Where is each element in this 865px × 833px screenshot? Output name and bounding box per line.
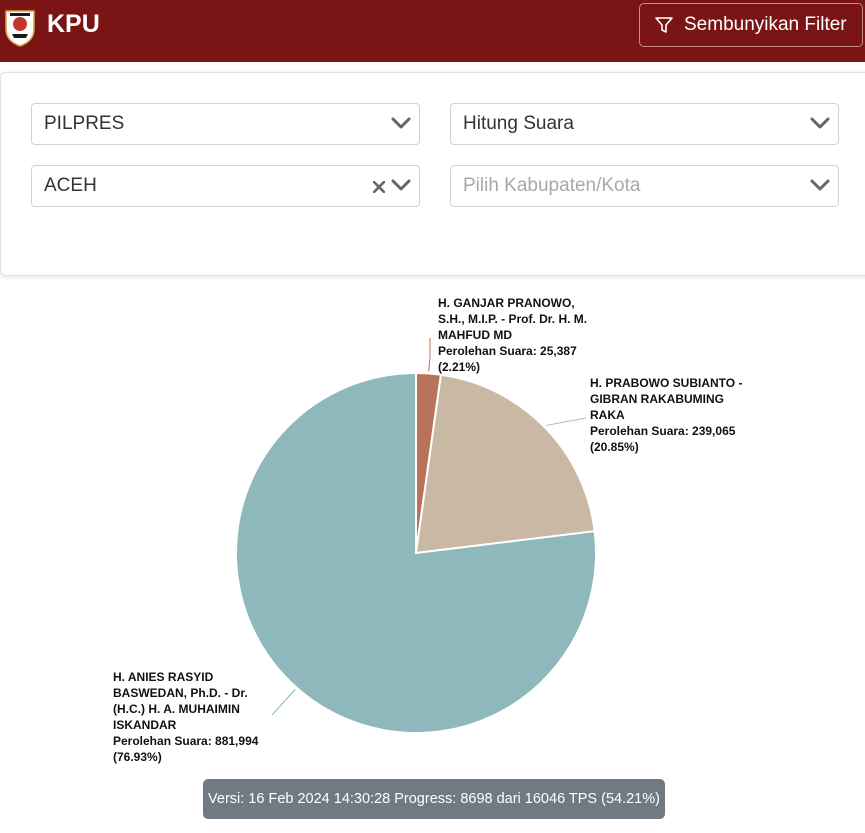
hide-filter-button[interactable]: Sembunyikan Filter <box>639 3 863 47</box>
brand-title: KPU <box>47 10 100 38</box>
view-mode-select[interactable]: Hitung Suara <box>450 103 839 145</box>
filter-panel: PILPRES Hitung Suara ACEH Pilih Kabupate… <box>0 72 865 276</box>
election-type-select[interactable]: PILPRES <box>31 103 420 145</box>
chevron-down-icon <box>391 179 411 191</box>
slice-percent: (2.21%) <box>438 360 481 374</box>
slice-name-line: H. ANIES RASYID <box>113 670 214 684</box>
slice-label-prabowo: H. PRABOWO SUBIANTO - GIBRAN RAKABUMING … <box>590 375 742 455</box>
province-value: ACEH <box>44 175 97 196</box>
slice-label-anies: H. ANIES RASYID BASWEDAN, Ph.D. - Dr. (H… <box>113 669 258 765</box>
kpu-logo-icon <box>2 7 38 47</box>
pie-slice-prabowo[interactable] <box>414 373 596 555</box>
slice-name-line: GIBRAN RAKABUMING <box>590 392 724 406</box>
slice-label-ganjar: H. GANJAR PRANOWO, S.H., M.I.P. - Prof. … <box>438 295 587 375</box>
district-select[interactable]: Pilih Kabupaten/Kota <box>450 165 839 207</box>
chevron-down-icon <box>810 179 830 191</box>
chevron-down-icon <box>391 117 411 129</box>
clear-icon[interactable] <box>372 179 386 195</box>
vote-pie-chart <box>235 338 597 734</box>
pie-slice-anies[interactable] <box>235 371 597 734</box>
slice-name-line: (H.C.) H. A. MUHAIMIN <box>113 702 240 716</box>
slice-name-line: ISKANDAR <box>113 718 177 732</box>
slice-name-line: S.H., M.I.P. - Prof. Dr. H. M. <box>438 312 588 326</box>
chevron-down-icon <box>810 117 830 129</box>
slice-name-line: BASWEDAN, Ph.D. - Dr. <box>113 686 248 700</box>
filter-icon <box>655 17 673 33</box>
district-placeholder: Pilih Kabupaten/Kota <box>463 175 641 196</box>
top-bar: KPU Sembunyikan Filter <box>0 0 865 62</box>
province-select[interactable]: ACEH <box>31 165 420 207</box>
slice-votes: Perolehan Suara: 25,387 <box>438 344 577 358</box>
slice-name-line: RAKA <box>590 408 625 422</box>
view-mode-value: Hitung Suara <box>463 113 574 134</box>
slice-votes: Perolehan Suara: 881,994 <box>113 734 259 748</box>
leader-line <box>428 338 431 372</box>
slice-name-line: H. PRABOWO SUBIANTO - <box>590 376 743 390</box>
slice-votes: Perolehan Suara: 239,065 <box>590 424 736 438</box>
hide-filter-label: Sembunyikan Filter <box>684 14 847 35</box>
leader-line <box>545 417 587 426</box>
version-progress-badge: Versi: 16 Feb 2024 14:30:28 Progress: 86… <box>203 779 665 819</box>
leader-line <box>271 688 296 716</box>
slice-percent: (20.85%) <box>590 440 639 454</box>
slice-percent: (76.93%) <box>113 750 162 764</box>
slice-name-line: MAHFUD MD <box>438 328 512 342</box>
slice-name-line: H. GANJAR PRANOWO, <box>438 296 575 310</box>
election-type-value: PILPRES <box>44 113 125 134</box>
